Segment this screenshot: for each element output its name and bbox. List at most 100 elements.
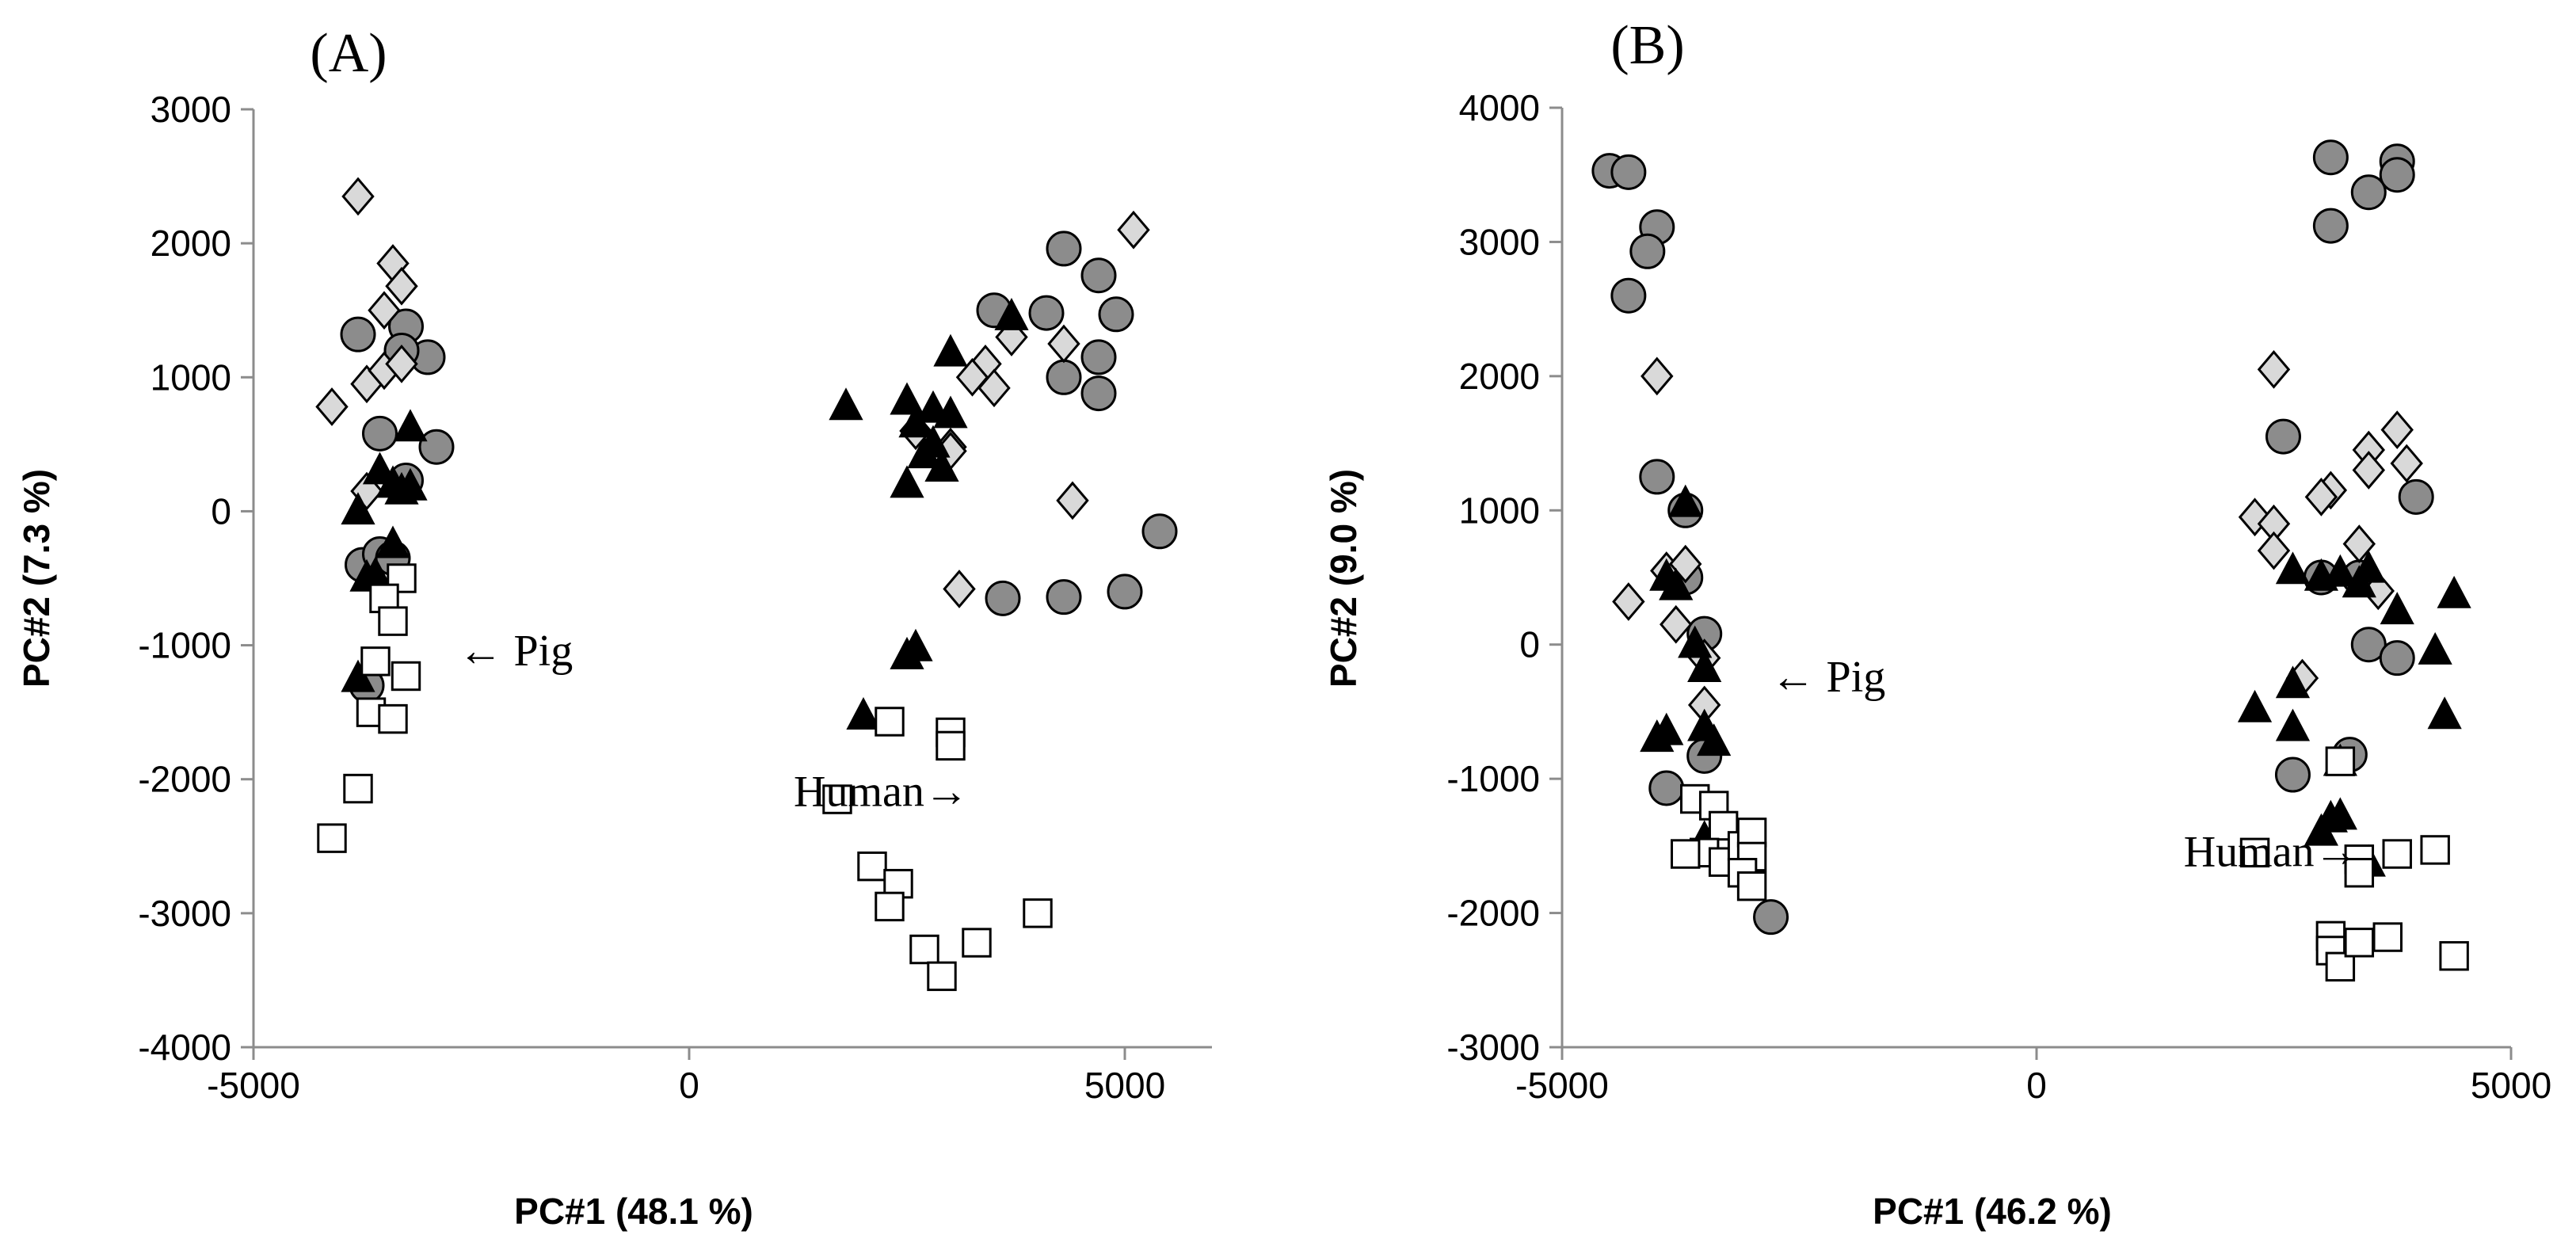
y-tick-label: 2000 (1459, 356, 1540, 397)
panel-a-scatter: (A) 3000 2000 1000 0 -1000 -2000 -3000 -4000-50… (16, 23, 1212, 1232)
point-square (378, 703, 408, 734)
point-circle (1629, 233, 1666, 269)
point-triangle (2237, 689, 2273, 722)
point-diamond (1660, 604, 1693, 644)
point-circle (418, 429, 455, 465)
point-triangle (2427, 696, 2462, 730)
panel-a-points (315, 177, 1178, 992)
point-triangle (2275, 665, 2311, 699)
y-tick-label: 0 (1519, 624, 1540, 665)
point-square (875, 891, 905, 922)
point-square (1671, 839, 1701, 869)
point-triangle (1668, 484, 1703, 517)
point-circle (2274, 756, 2311, 793)
point-square (2325, 746, 2356, 776)
x-tick-label: -5000 (207, 1065, 300, 1106)
point-circle (2379, 157, 2415, 193)
point-triangle (341, 659, 375, 692)
point-square (2325, 951, 2356, 982)
point-diamond (1056, 481, 1089, 520)
point-square (1023, 898, 1053, 928)
panel-a-ticks: 3000 2000 1000 0 -1000 -2000 -3000 -4000-5000 0 5… (138, 89, 1165, 1106)
point-square (378, 606, 408, 636)
point-circle (340, 316, 376, 353)
point-triangle (341, 492, 375, 525)
y-tick-label: 0 (211, 490, 231, 532)
x-tick-label: 0 (2026, 1065, 2047, 1106)
point-diamond (385, 266, 418, 306)
point-triangle (2418, 631, 2452, 665)
point-diamond (315, 387, 349, 426)
point-square (936, 730, 966, 761)
point-square (1736, 817, 1767, 848)
x-tick-label: 0 (679, 1065, 699, 1106)
point-diamond (2342, 524, 2376, 564)
point-triangle (829, 387, 863, 421)
point-diamond (368, 291, 401, 330)
point-triangle (994, 297, 1029, 330)
point-circle (1610, 154, 1647, 190)
point-circle (1141, 513, 1178, 550)
point-triangle (1678, 625, 1713, 658)
point-square (962, 928, 992, 958)
y-tick-label: -1000 (138, 625, 231, 666)
point-triangle (933, 395, 968, 429)
y-tick-label: -1000 (1446, 758, 1540, 799)
point-circle (1080, 339, 1117, 375)
point-triangle (898, 628, 933, 661)
point-square (1736, 871, 1767, 901)
panel-b-scatter: (B) 4000 3000 2000 1000 0 -1000 -2000 -3000-500… (1323, 15, 2551, 1232)
panel-b-ticks: 4000 3000 2000 1000 0 -1000 -2000 -3000-5000 0 50… (1446, 87, 2551, 1106)
point-triangle (393, 467, 428, 501)
x-tick-label: -5000 (1515, 1065, 1609, 1106)
point-circle (2312, 139, 2349, 176)
point-circle (1610, 277, 1647, 314)
point-square (343, 773, 373, 804)
point-square (2439, 941, 2469, 971)
y-tick-label: 2000 (151, 223, 231, 264)
y-tick-label: -3000 (138, 893, 231, 934)
point-square (909, 934, 939, 965)
point-triangle (933, 333, 968, 367)
point-diamond (1612, 582, 1645, 621)
point-circle (985, 580, 1021, 616)
point-triangle (375, 525, 410, 558)
point-square (2344, 858, 2375, 888)
x-tick-label: 5000 (2471, 1065, 2551, 1106)
panel-b-label: (B) (1610, 15, 1684, 76)
point-triangle (2323, 797, 2357, 830)
y-tick-label: -2000 (138, 759, 231, 800)
point-triangle (898, 405, 933, 438)
point-square (360, 646, 391, 676)
y-tick-label: 4000 (1459, 87, 1540, 128)
point-triangle (2342, 565, 2376, 598)
y-tick-label: 3000 (1459, 221, 1540, 262)
y-tick-label: -2000 (1446, 893, 1540, 934)
panel-b-pig-annotation: ← Pig (1771, 653, 1886, 702)
point-triangle (2275, 708, 2311, 741)
panel-a-x-axis-title: PC#1 (48.1 %) (514, 1191, 753, 1232)
point-triangle (2437, 575, 2471, 608)
point-diamond (2352, 451, 2386, 490)
point-triangle (1687, 650, 1722, 682)
panel-a-y-axis-title: PC#2 (7.3 %) (16, 469, 57, 688)
point-diamond (1640, 356, 1674, 396)
point-triangle (924, 449, 959, 482)
panel-a-label: (A) (310, 23, 387, 84)
point-square (2372, 922, 2403, 952)
point-circle (2350, 174, 2387, 211)
point-triangle (2275, 551, 2311, 585)
point-diamond (2380, 410, 2414, 449)
point-diamond (385, 345, 418, 383)
panel-b-human-annotation: Human→ (2184, 827, 2359, 876)
point-triangle (393, 409, 428, 442)
point-square (2239, 837, 2270, 868)
point-circle (1098, 296, 1134, 333)
point-square (2382, 839, 2412, 869)
point-circle (1080, 257, 1117, 294)
point-diamond (1047, 324, 1080, 364)
point-circle (1648, 770, 1685, 806)
point-square (2344, 928, 2375, 958)
panel-b-x-axis-title: PC#1 (46.2 %) (1873, 1191, 2112, 1232)
point-diamond (995, 318, 1028, 356)
